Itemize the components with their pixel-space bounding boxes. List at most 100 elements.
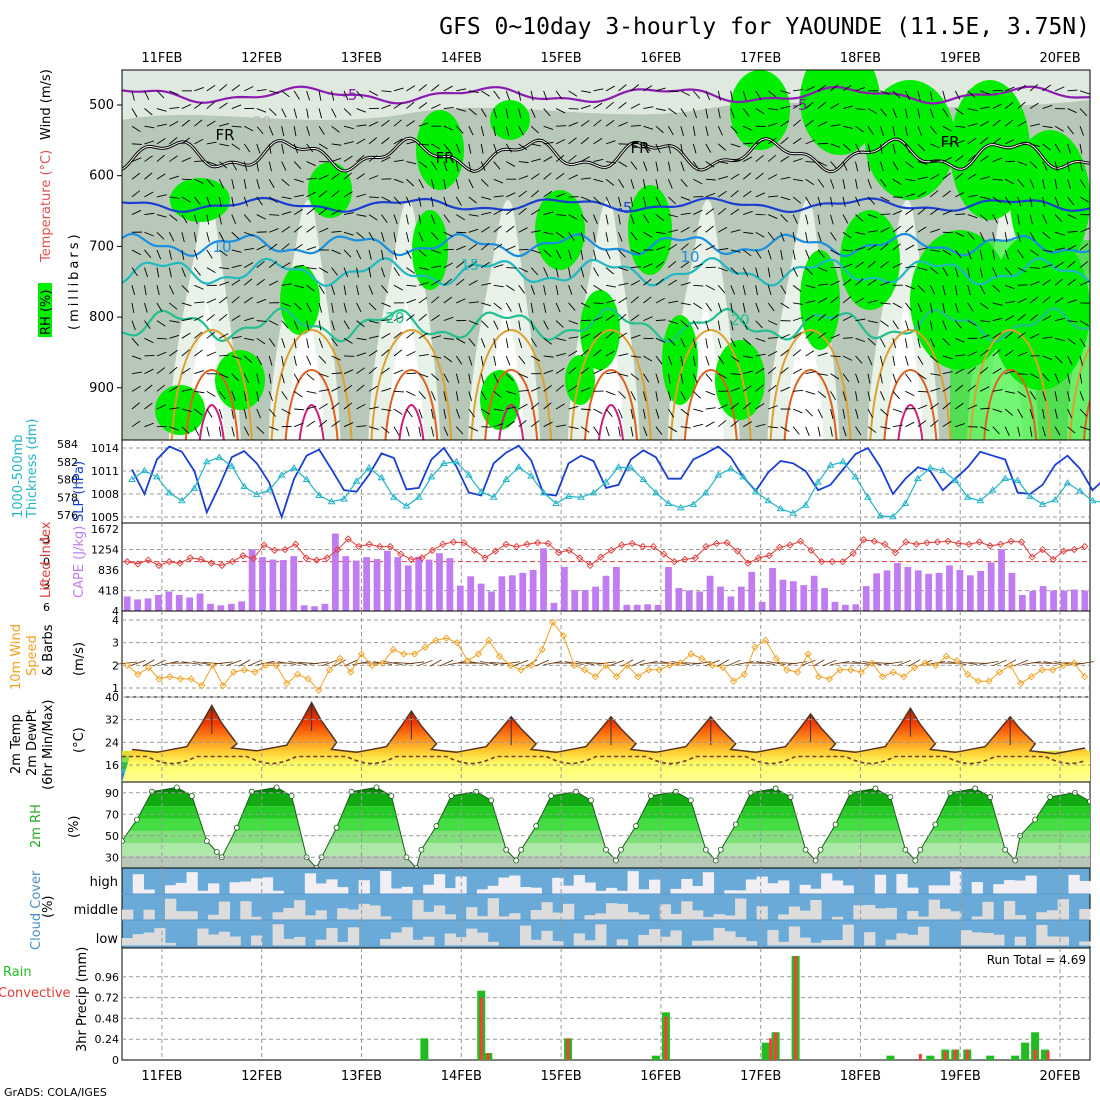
wind-barb — [493, 423, 504, 428]
wind10m-point — [964, 670, 972, 679]
wind-barb — [493, 355, 497, 366]
wind-barb — [294, 194, 305, 198]
wind-barb — [917, 90, 921, 101]
wind-barb — [393, 390, 404, 393]
wind-barb — [468, 373, 471, 384]
wind10m-point — [410, 650, 419, 658]
wind-barb — [880, 90, 890, 96]
cape-bar — [696, 591, 704, 611]
wind-barb — [817, 214, 821, 225]
wind-barb — [655, 373, 660, 384]
thickness-point — [277, 471, 286, 478]
wind-barb — [992, 214, 998, 224]
wind-barb — [281, 408, 291, 415]
wind-barb — [643, 373, 650, 383]
wind-barb — [368, 232, 375, 242]
wind-barb — [243, 143, 251, 153]
wind-barb — [743, 156, 753, 162]
wind-barb — [356, 249, 362, 260]
precip-convective-bar — [943, 1051, 947, 1060]
li-point — [912, 540, 921, 548]
li-point — [1049, 555, 1057, 564]
wind-barb — [693, 302, 702, 309]
wind-barb — [580, 302, 591, 308]
rh-dry-core — [785, 300, 824, 440]
cloud-cell — [756, 906, 768, 920]
wind-barb — [668, 229, 679, 233]
li-point — [1081, 542, 1089, 551]
wind-barb — [455, 373, 460, 384]
wind-barb — [755, 249, 762, 259]
rh-moist-patch — [800, 250, 840, 350]
cape-bar — [727, 596, 735, 611]
wind-barb — [443, 179, 447, 190]
wind-barb — [967, 137, 977, 145]
thickness-point — [676, 503, 685, 511]
wind-barb — [331, 386, 341, 392]
cape-bar — [217, 605, 225, 611]
thickness-point — [926, 463, 935, 471]
wind-barb — [1042, 104, 1053, 109]
wind-barb — [942, 385, 952, 392]
thickness-point — [701, 488, 710, 496]
precip-convective-bar — [486, 1053, 490, 1060]
wind-barb — [530, 285, 536, 295]
thickness-point — [415, 493, 423, 500]
wind-barb — [281, 226, 291, 233]
wind-barb — [892, 161, 899, 171]
wind-barb — [942, 302, 946, 313]
li-point — [670, 558, 679, 566]
wind-barb — [792, 332, 802, 339]
cloud-cell — [627, 871, 639, 894]
wind-barb — [904, 355, 909, 366]
cape-bar — [519, 572, 527, 611]
wind-barb — [780, 105, 791, 109]
wind-barb — [318, 143, 328, 150]
wind-barb — [505, 302, 512, 312]
wind-barb — [406, 284, 417, 287]
wind-barb — [892, 391, 900, 400]
wind-barb — [842, 373, 850, 383]
rh2m-point — [333, 824, 340, 831]
wind-barb — [655, 87, 666, 92]
wind-barb — [306, 420, 316, 428]
wind-barb — [767, 285, 772, 295]
cape-bar — [675, 588, 683, 611]
wind-barb — [593, 102, 603, 109]
wind-barb — [1079, 143, 1083, 154]
wind-barb — [655, 408, 660, 419]
cloud-cell — [1025, 875, 1037, 894]
wind-barb — [356, 193, 367, 198]
wind-barb — [568, 285, 573, 295]
wind-barb — [830, 373, 840, 380]
wind-barb — [169, 90, 179, 96]
wind-barb — [1029, 391, 1037, 400]
wind-barb — [306, 302, 312, 313]
wind-barb — [1005, 284, 1015, 290]
cape-bar — [144, 598, 152, 611]
wind-barb — [792, 426, 800, 435]
wind-barb — [743, 142, 754, 145]
slp-tick-label: 1005 — [91, 511, 119, 524]
cape-bar — [1018, 594, 1026, 611]
wind-barb — [1067, 179, 1071, 189]
wind-barb — [306, 320, 310, 331]
wind-barb — [668, 244, 677, 251]
wind10m-point — [644, 666, 653, 674]
wind-barb — [942, 125, 952, 132]
wind10m-barb — [822, 659, 837, 667]
wind-barb — [605, 249, 611, 260]
wind-barb — [980, 426, 990, 432]
wind-barb — [805, 178, 815, 186]
cloud-cell — [745, 941, 758, 946]
wind-barb — [917, 247, 928, 251]
wind-barb — [593, 316, 603, 322]
wind-barb — [618, 426, 621, 437]
wind-barb — [618, 408, 623, 419]
wind-barb — [418, 232, 424, 242]
wind-barb — [755, 320, 763, 329]
wind-barb — [593, 284, 603, 292]
wind-barb — [780, 232, 785, 242]
wind-barb — [580, 214, 588, 223]
li-tick-label: 6 — [43, 601, 50, 614]
